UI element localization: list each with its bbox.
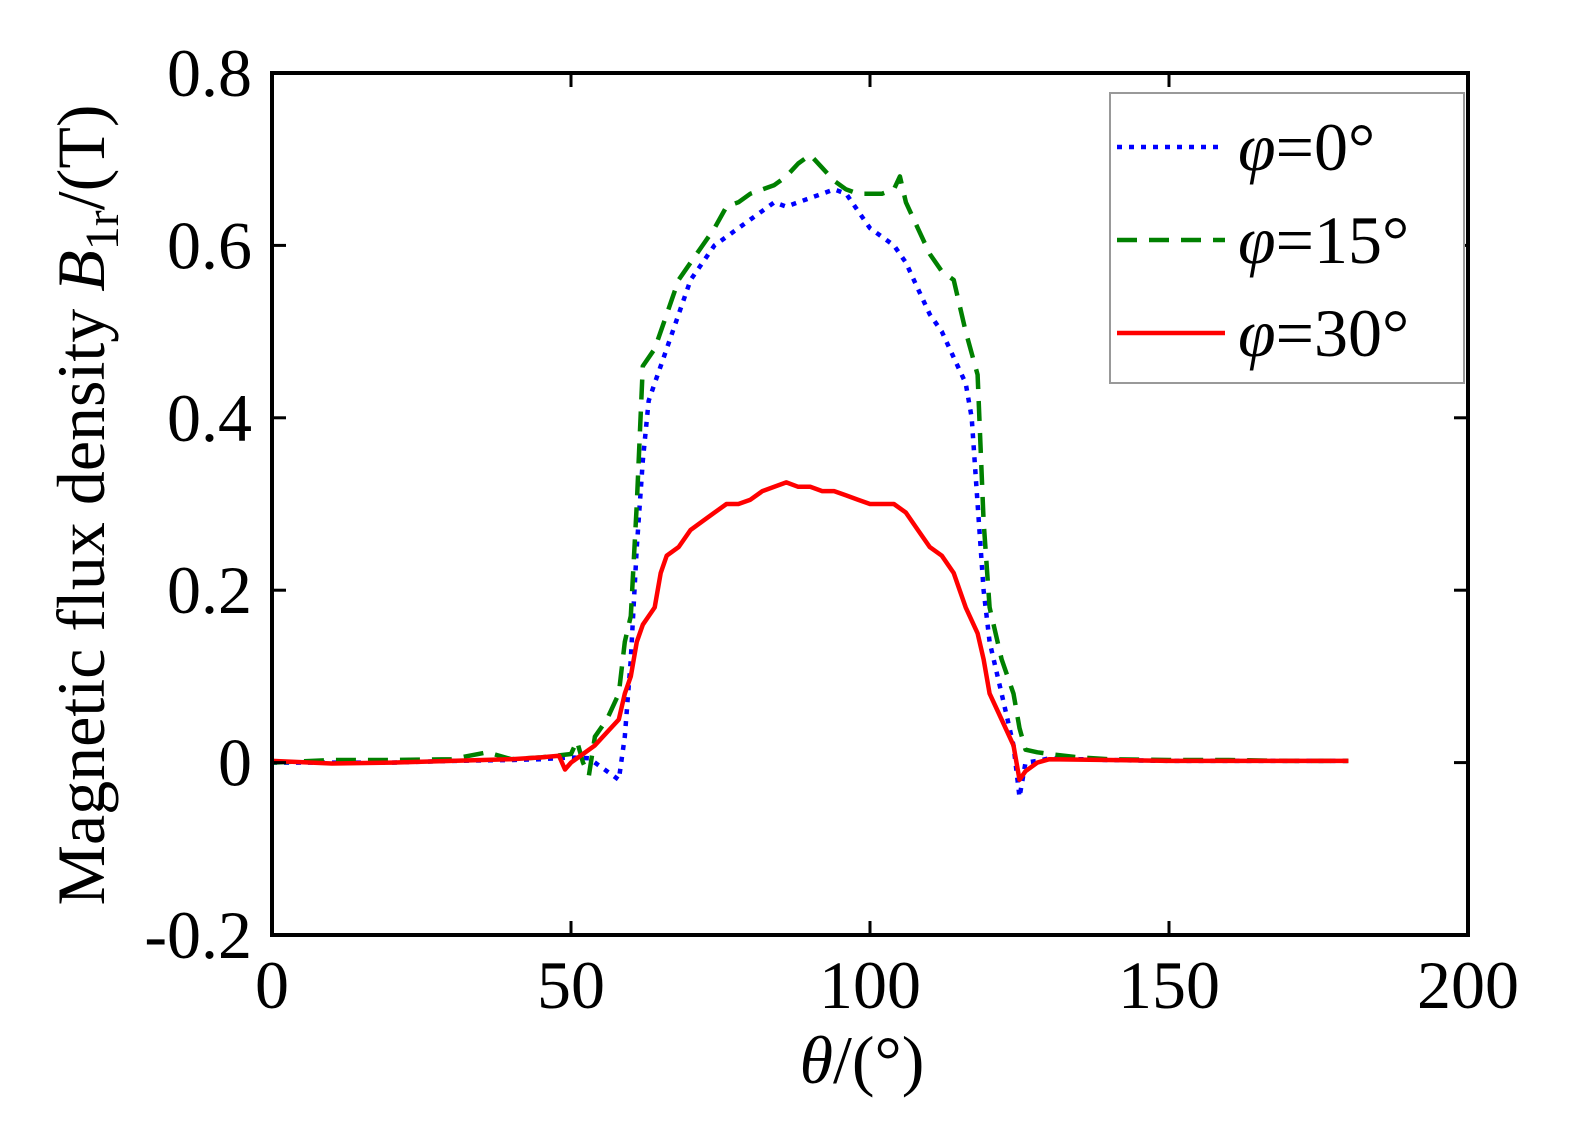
y-axis-unit: /(T): [43, 104, 119, 210]
x-tick-label: 150: [1118, 947, 1220, 1023]
x-axis-title: θ/(°): [800, 1022, 925, 1098]
x-axis-symbol: θ: [800, 1022, 833, 1098]
x-tick-label: 50: [537, 947, 605, 1023]
legend: φ=0°φ=15°φ=30°: [1109, 92, 1465, 384]
series-layer: [271, 152, 1349, 800]
legend-items: φ=0°φ=15°φ=30°: [1117, 109, 1409, 371]
y-axis-subscript: 1r: [76, 210, 129, 250]
legend-value: =0°: [1276, 109, 1376, 185]
legend-symbol: φ: [1238, 295, 1276, 371]
y-axis-title-group: Magnetic flux density B1r/(T): [43, 104, 129, 905]
series-line-1: [272, 187, 1349, 800]
x-tick-labels: 0 50 100 150 200: [255, 947, 1519, 1023]
legend-label-1: φ=0°: [1238, 109, 1375, 185]
x-axis-unit: /(°): [833, 1022, 924, 1098]
legend-label-2: φ=15°: [1238, 202, 1409, 278]
y-tick-label: 0.8: [167, 35, 252, 111]
legend-value: =30°: [1276, 295, 1410, 371]
y-tick-label: 0: [218, 725, 252, 801]
y-axis-symbol: B: [43, 250, 119, 292]
series-line-2: [271, 152, 1349, 778]
y-tick-label: 0.2: [167, 552, 252, 628]
tick-layer: [270, 71, 1470, 937]
y-tick-label: 0.6: [167, 207, 252, 283]
y-tick-labels: -0.2 0 0.2 0.4 0.6 0.8: [144, 35, 252, 973]
x-tick-label: 100: [819, 947, 921, 1023]
y-axis-title: Magnetic flux density B1r/(T): [43, 104, 129, 905]
legend-symbol: φ: [1238, 109, 1276, 185]
legend-symbol: φ: [1238, 202, 1276, 278]
y-tick-label: 0.4: [167, 380, 252, 456]
legend-label-3: φ=30°: [1238, 295, 1409, 371]
series-line-3: [271, 480, 1349, 783]
x-tick-label: 0: [255, 947, 289, 1023]
x-tick-label: 200: [1417, 947, 1519, 1023]
y-tick-label: -0.2: [144, 897, 252, 973]
y-axis-prefix: Magnetic flux density: [43, 292, 119, 906]
legend-value: =15°: [1276, 202, 1410, 278]
